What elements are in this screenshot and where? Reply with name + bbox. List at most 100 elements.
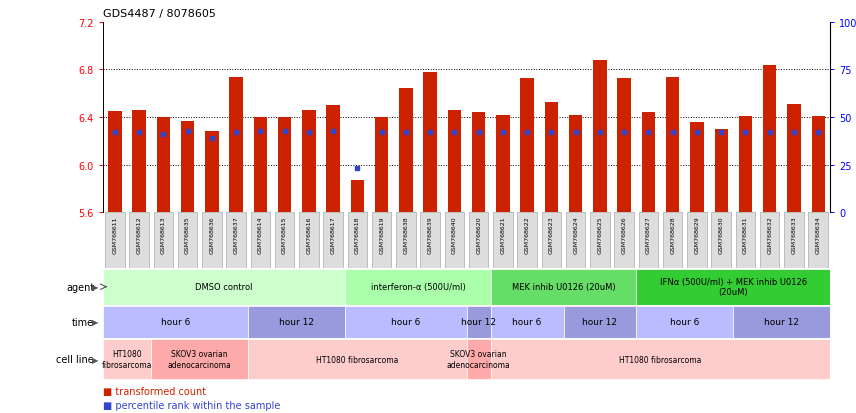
FancyBboxPatch shape [251, 213, 270, 268]
FancyBboxPatch shape [590, 213, 609, 268]
FancyBboxPatch shape [275, 213, 294, 268]
FancyBboxPatch shape [105, 213, 125, 268]
Text: GSM768614: GSM768614 [258, 216, 263, 253]
Text: time: time [72, 317, 94, 327]
FancyBboxPatch shape [467, 306, 490, 338]
FancyBboxPatch shape [345, 306, 467, 338]
Text: GSM768626: GSM768626 [621, 216, 627, 253]
Text: hour 12: hour 12 [461, 318, 496, 327]
FancyBboxPatch shape [517, 213, 537, 268]
Bar [181, 121, 194, 213]
Text: GSM768629: GSM768629 [694, 216, 699, 253]
Text: HT1080 fibrosarcoma: HT1080 fibrosarcoma [316, 355, 399, 364]
FancyBboxPatch shape [784, 213, 804, 268]
Text: GSM768625: GSM768625 [597, 216, 603, 253]
Text: MEK inhib U0126 (20uM): MEK inhib U0126 (20uM) [512, 282, 615, 292]
Text: GSM768636: GSM768636 [210, 216, 214, 253]
Text: agent: agent [66, 282, 94, 292]
FancyBboxPatch shape [202, 213, 222, 268]
FancyBboxPatch shape [103, 306, 248, 338]
Text: GSM768618: GSM768618 [355, 216, 360, 253]
Text: hour 6: hour 6 [670, 318, 699, 327]
Bar [302, 111, 316, 213]
FancyBboxPatch shape [760, 213, 779, 268]
FancyBboxPatch shape [542, 213, 561, 268]
FancyBboxPatch shape [152, 339, 248, 379]
Text: ■ percentile rank within the sample: ■ percentile rank within the sample [103, 399, 280, 410]
FancyBboxPatch shape [663, 213, 682, 268]
Text: SKOV3 ovarian
adenocarcinoma: SKOV3 ovarian adenocarcinoma [447, 350, 510, 369]
FancyBboxPatch shape [636, 306, 734, 338]
FancyBboxPatch shape [490, 339, 830, 379]
Text: GSM768635: GSM768635 [185, 216, 190, 253]
Text: GSM768613: GSM768613 [161, 216, 166, 253]
FancyBboxPatch shape [103, 269, 345, 305]
Bar [520, 78, 534, 213]
Text: SKOV3 ovarian
adenocarcinoma: SKOV3 ovarian adenocarcinoma [168, 350, 232, 369]
Bar [617, 78, 631, 213]
FancyBboxPatch shape [153, 213, 173, 268]
Text: GSM768621: GSM768621 [501, 216, 505, 253]
FancyBboxPatch shape [420, 213, 440, 268]
Bar [544, 102, 558, 213]
Text: GSM768622: GSM768622 [525, 216, 530, 253]
Text: GSM768631: GSM768631 [743, 216, 748, 253]
Text: HT1080 fibrosarcoma: HT1080 fibrosarcoma [620, 355, 702, 364]
Text: HT1080
fibrosarcoma: HT1080 fibrosarcoma [102, 350, 152, 369]
Text: IFNα (500U/ml) + MEK inhib U0126
(20uM): IFNα (500U/ml) + MEK inhib U0126 (20uM) [660, 278, 807, 297]
Bar [375, 118, 389, 213]
Bar [715, 130, 728, 213]
Bar [472, 113, 485, 213]
Bar [593, 61, 607, 213]
Bar [690, 122, 704, 213]
Bar [788, 104, 800, 213]
FancyBboxPatch shape [808, 213, 828, 268]
Text: hour 12: hour 12 [279, 318, 314, 327]
FancyBboxPatch shape [566, 213, 586, 268]
Bar [666, 77, 680, 213]
Text: GSM768639: GSM768639 [428, 216, 432, 253]
Bar [205, 132, 218, 213]
FancyBboxPatch shape [396, 213, 415, 268]
Text: GSM768627: GSM768627 [646, 216, 651, 253]
Text: GSM768628: GSM768628 [670, 216, 675, 253]
Text: hour 12: hour 12 [764, 318, 800, 327]
FancyBboxPatch shape [711, 213, 731, 268]
Text: hour 12: hour 12 [582, 318, 617, 327]
Text: GSM768616: GSM768616 [306, 216, 312, 253]
FancyBboxPatch shape [103, 339, 152, 379]
Bar [399, 89, 413, 213]
Bar [424, 73, 437, 213]
Bar [739, 116, 752, 213]
Bar [278, 118, 291, 213]
FancyBboxPatch shape [345, 269, 490, 305]
Bar [229, 77, 243, 213]
Text: GSM768619: GSM768619 [379, 216, 384, 253]
Text: GDS4487 / 8078605: GDS4487 / 8078605 [103, 9, 216, 19]
FancyBboxPatch shape [299, 213, 318, 268]
Bar [326, 106, 340, 213]
Text: GSM768611: GSM768611 [112, 216, 117, 253]
FancyBboxPatch shape [493, 213, 513, 268]
Text: GSM768630: GSM768630 [719, 216, 723, 253]
Bar [763, 65, 776, 213]
FancyBboxPatch shape [467, 339, 490, 379]
Bar [157, 118, 170, 213]
Text: GSM768617: GSM768617 [330, 216, 336, 253]
Text: ■ transformed count: ■ transformed count [103, 387, 205, 396]
FancyBboxPatch shape [735, 213, 755, 268]
Text: GSM768640: GSM768640 [452, 216, 457, 253]
FancyBboxPatch shape [348, 213, 367, 268]
Text: GSM768637: GSM768637 [234, 216, 239, 253]
FancyBboxPatch shape [636, 269, 830, 305]
FancyBboxPatch shape [734, 306, 830, 338]
Bar [448, 111, 461, 213]
FancyBboxPatch shape [178, 213, 197, 268]
Bar [811, 116, 825, 213]
Bar [133, 111, 146, 213]
Text: DMSO control: DMSO control [195, 282, 253, 292]
Text: interferon-α (500U/ml): interferon-α (500U/ml) [371, 282, 466, 292]
Text: GSM768620: GSM768620 [476, 216, 481, 253]
Text: ▶: ▶ [92, 318, 98, 327]
Text: hour 6: hour 6 [513, 318, 542, 327]
